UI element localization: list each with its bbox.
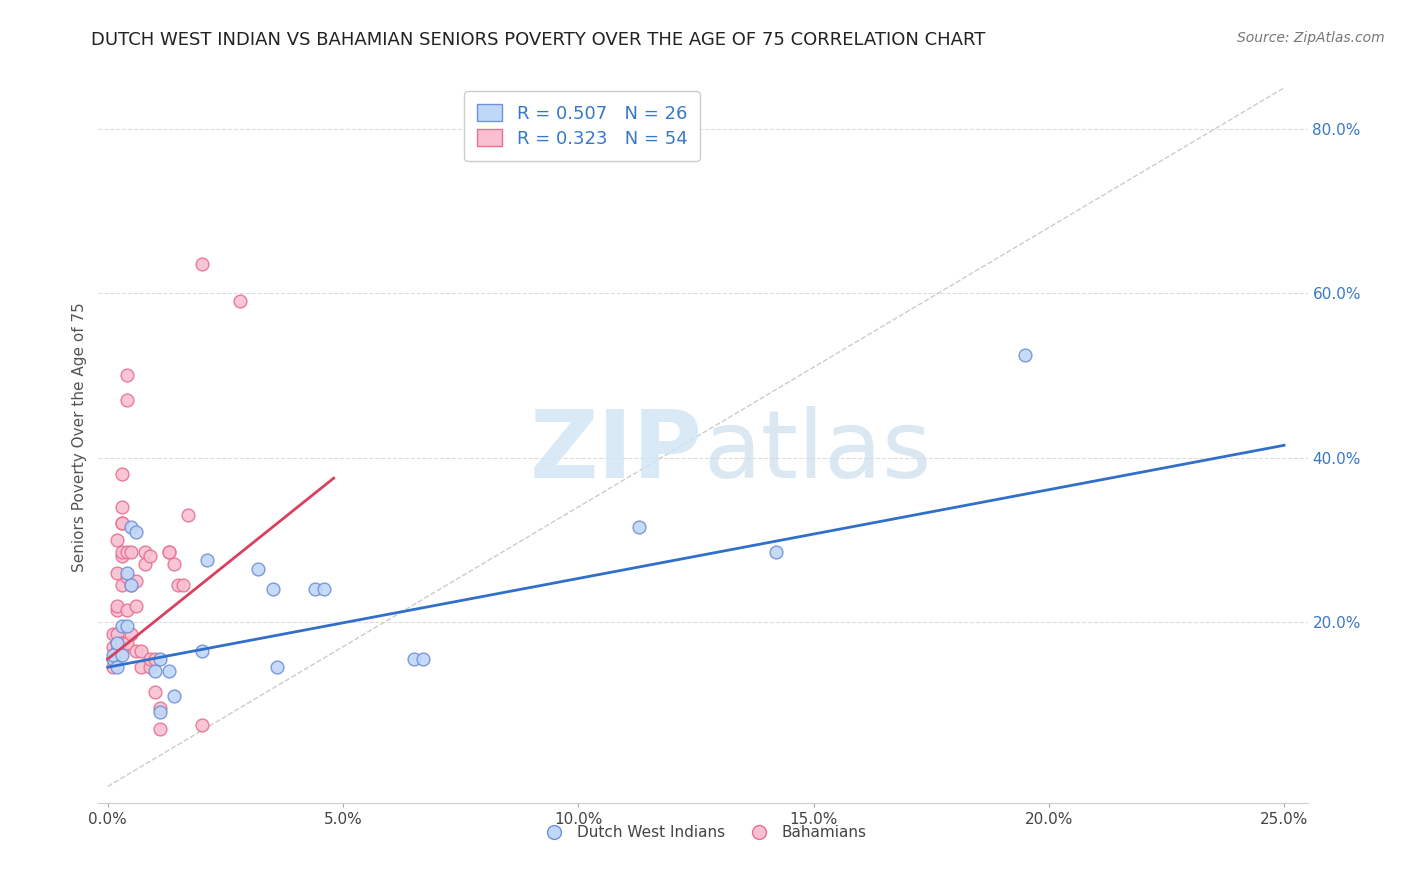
Point	[177, 508, 200, 523]
Point	[628, 520, 651, 534]
Point	[101, 627, 124, 641]
Point	[105, 644, 128, 658]
Point	[157, 665, 180, 679]
Point	[125, 574, 148, 588]
Point	[195, 553, 218, 567]
Point	[139, 549, 162, 564]
Point	[111, 648, 134, 662]
Point	[125, 644, 148, 658]
Point	[111, 635, 134, 649]
Point	[115, 602, 138, 616]
Point	[125, 599, 148, 613]
Point	[105, 635, 128, 649]
Text: Source: ZipAtlas.com: Source: ZipAtlas.com	[1237, 31, 1385, 45]
Legend: Dutch West Indians, Bahamians: Dutch West Indians, Bahamians	[533, 819, 873, 847]
Point	[149, 706, 172, 720]
Point	[163, 689, 186, 703]
Point	[134, 545, 156, 559]
Point	[228, 294, 250, 309]
Point	[412, 652, 434, 666]
Point	[120, 578, 142, 592]
Point	[402, 652, 425, 666]
Point	[157, 545, 180, 559]
Point	[163, 558, 186, 572]
Point	[149, 722, 172, 736]
Point	[111, 578, 134, 592]
Point	[172, 578, 194, 592]
Point	[129, 660, 152, 674]
Point	[105, 644, 128, 658]
Point	[101, 640, 124, 654]
Point	[139, 660, 162, 674]
Point	[111, 644, 134, 658]
Point	[105, 533, 128, 547]
Point	[120, 520, 142, 534]
Point	[1014, 348, 1036, 362]
Point	[101, 652, 124, 666]
Point	[115, 566, 138, 580]
Point	[105, 627, 128, 641]
Point	[115, 619, 138, 633]
Point	[101, 652, 124, 666]
Point	[262, 582, 284, 596]
Point	[111, 516, 134, 531]
Point	[111, 549, 134, 564]
Point	[105, 599, 128, 613]
Y-axis label: Seniors Poverty Over the Age of 75: Seniors Poverty Over the Age of 75	[72, 302, 87, 572]
Point	[101, 660, 124, 674]
Point	[101, 648, 124, 662]
Point	[191, 258, 214, 272]
Point	[115, 393, 138, 408]
Text: ZIP: ZIP	[530, 406, 703, 498]
Point	[139, 652, 162, 666]
Point	[314, 582, 336, 596]
Point	[149, 701, 172, 715]
Point	[120, 578, 142, 592]
Text: atlas: atlas	[703, 406, 931, 498]
Point	[157, 545, 180, 559]
Point	[247, 561, 270, 575]
Point	[105, 660, 128, 674]
Point	[115, 545, 138, 559]
Point	[765, 545, 787, 559]
Point	[167, 578, 190, 592]
Point	[143, 665, 166, 679]
Point	[111, 635, 134, 649]
Point	[134, 558, 156, 572]
Point	[120, 545, 142, 559]
Text: DUTCH WEST INDIAN VS BAHAMIAN SENIORS POVERTY OVER THE AGE OF 75 CORRELATION CHA: DUTCH WEST INDIAN VS BAHAMIAN SENIORS PO…	[91, 31, 986, 49]
Point	[191, 644, 214, 658]
Point	[125, 524, 148, 539]
Point	[149, 652, 172, 666]
Point	[111, 545, 134, 559]
Point	[143, 652, 166, 666]
Point	[111, 619, 134, 633]
Point	[115, 570, 138, 584]
Point	[105, 602, 128, 616]
Point	[111, 467, 134, 481]
Point	[143, 685, 166, 699]
Point	[304, 582, 326, 596]
Point	[266, 660, 288, 674]
Point	[111, 516, 134, 531]
Point	[120, 627, 142, 641]
Point	[191, 717, 214, 731]
Point	[105, 566, 128, 580]
Point	[111, 500, 134, 514]
Point	[105, 635, 128, 649]
Point	[115, 368, 138, 383]
Point	[129, 644, 152, 658]
Point	[115, 635, 138, 649]
